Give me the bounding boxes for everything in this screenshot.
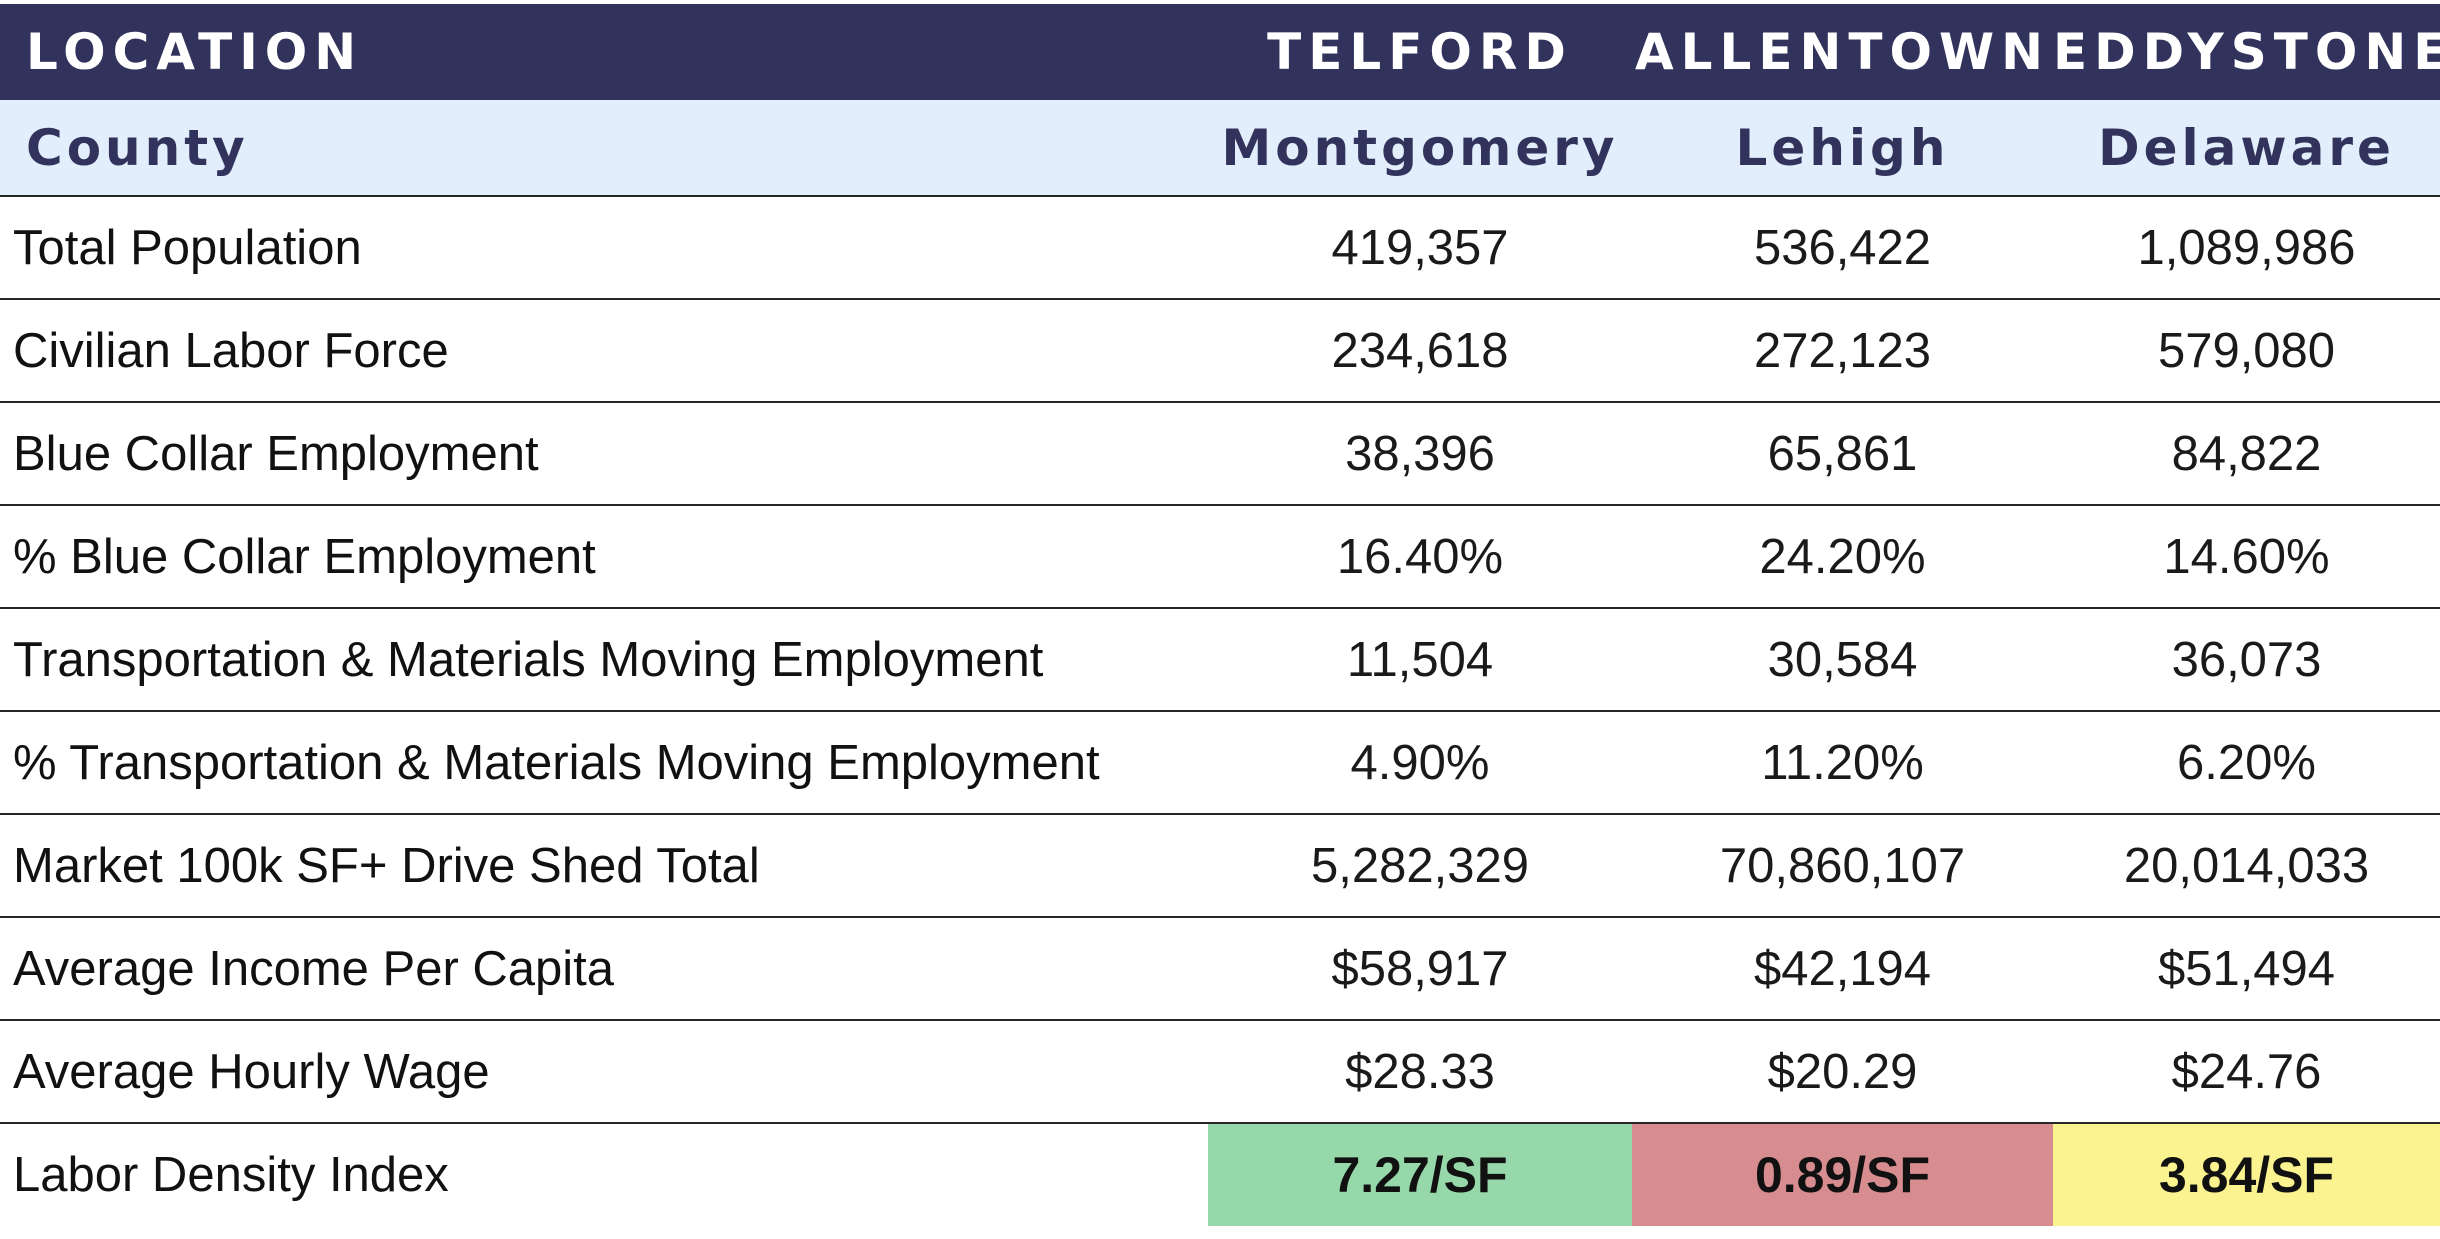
county-allentown: Lehigh bbox=[1735, 118, 1950, 177]
cell-eddystone: 14.60% bbox=[2163, 529, 2330, 584]
cell-allentown: 272,123 bbox=[1753, 323, 1932, 378]
location-header-label: LOCATION bbox=[26, 23, 364, 81]
table-row-total-population: Total Population 419,357 536,422 1,089,9… bbox=[0, 196, 2440, 299]
cell-allentown: 24.20% bbox=[1759, 529, 1926, 584]
table-row-civilian-labor-force: Civilian Labor Force 234,618 272,123 579… bbox=[0, 299, 2440, 402]
cell-telford: $28.33 bbox=[1345, 1044, 1495, 1099]
cell-allentown: $42,194 bbox=[1753, 941, 1932, 996]
table-row-drive-shed-total: Market 100k SF+ Drive Shed Total 5,282,3… bbox=[0, 814, 2440, 917]
cell-telford: 11,504 bbox=[1346, 632, 1494, 687]
table-row-hourly-wage: Average Hourly Wage $28.33 $20.29 $24.76 bbox=[0, 1020, 2440, 1123]
row-label: Average Income Per Capita bbox=[13, 941, 615, 996]
density-cell-telford: 7.27/SF bbox=[1208, 1123, 1632, 1226]
cell-telford: 4.90% bbox=[1350, 735, 1490, 790]
row-label: Civilian Labor Force bbox=[13, 323, 449, 378]
location-allentown: ALLENTOWN bbox=[1634, 23, 2051, 81]
cell-eddystone: 36,073 bbox=[2171, 632, 2322, 687]
cell-eddystone: 20,014,033 bbox=[2123, 838, 2370, 893]
table-row-blue-collar-employment: Blue Collar Employment 38,396 65,861 84,… bbox=[0, 402, 2440, 505]
cell-allentown: 11.20% bbox=[1761, 735, 1924, 790]
cell-telford: 419,357 bbox=[1331, 220, 1509, 275]
cell-allentown: $20.29 bbox=[1767, 1044, 1918, 1099]
row-label: Average Hourly Wage bbox=[13, 1044, 490, 1099]
table-row-labor-density-index: Labor Density Index 7.27/SF 0.89/SF 3.84… bbox=[0, 1123, 2440, 1226]
location-telford: TELFORD bbox=[1267, 23, 1573, 81]
row-label: Labor Density Index bbox=[13, 1148, 449, 1202]
cell-eddystone: $24.76 bbox=[2171, 1044, 2322, 1099]
row-label: % Blue Collar Employment bbox=[13, 529, 596, 584]
labor-comparison-table: LOCATION TELFORD ALLENTOWN EDDYSTONE Cou… bbox=[0, 4, 2440, 1226]
location-eddystone: EDDYSTONE bbox=[2053, 23, 2440, 81]
table-row-pct-blue-collar-employment: % Blue Collar Employment 16.40% 24.20% 1… bbox=[0, 505, 2440, 608]
cell-eddystone: 6.20% bbox=[2177, 735, 2316, 790]
cell-telford: 16.40% bbox=[1336, 529, 1504, 584]
table-row-income-per-capita: Average Income Per Capita $58,917 $42,19… bbox=[0, 917, 2440, 1020]
density-cell-eddystone: 3.84/SF bbox=[2053, 1123, 2440, 1226]
row-label: Market 100k SF+ Drive Shed Total bbox=[13, 838, 760, 893]
cell-telford: 38,396 bbox=[1345, 426, 1495, 481]
cell-telford: 5,282,329 bbox=[1311, 838, 1529, 893]
cell-allentown: 536,422 bbox=[1753, 220, 1932, 275]
cell-eddystone: $51,494 bbox=[2157, 941, 2336, 996]
table-row-pct-transportation-employment: % Transportation & Materials Moving Empl… bbox=[0, 711, 2440, 814]
cell-telford: $58,917 bbox=[1331, 941, 1509, 996]
cell-eddystone: 579,080 bbox=[2157, 323, 2336, 378]
row-label: Transportation & Materials Moving Employ… bbox=[13, 632, 1044, 687]
location-header-row: LOCATION TELFORD ALLENTOWN EDDYSTONE bbox=[0, 4, 2440, 100]
table-row-transportation-employment: Transportation & Materials Moving Employ… bbox=[0, 608, 2440, 711]
row-label: % Transportation & Materials Moving Empl… bbox=[13, 735, 1100, 790]
row-label: Total Population bbox=[13, 220, 362, 275]
county-telford: Montgomery bbox=[1221, 118, 1619, 177]
county-label: County bbox=[26, 118, 249, 177]
cell-eddystone: 84,822 bbox=[2171, 426, 2322, 481]
county-row: County Montgomery Lehigh Delaware bbox=[0, 100, 2440, 196]
cell-allentown: 65,861 bbox=[1767, 426, 1918, 481]
cell-allentown: 70,860,107 bbox=[1719, 838, 1966, 893]
county-eddystone: Delaware bbox=[2098, 118, 2395, 177]
density-cell-allentown: 0.89/SF bbox=[1632, 1123, 2053, 1226]
cell-telford: 234,618 bbox=[1331, 323, 1509, 378]
row-label: Blue Collar Employment bbox=[13, 426, 539, 481]
cell-allentown: 30,584 bbox=[1767, 632, 1918, 687]
cell-eddystone: 1,089,986 bbox=[2137, 220, 2356, 275]
